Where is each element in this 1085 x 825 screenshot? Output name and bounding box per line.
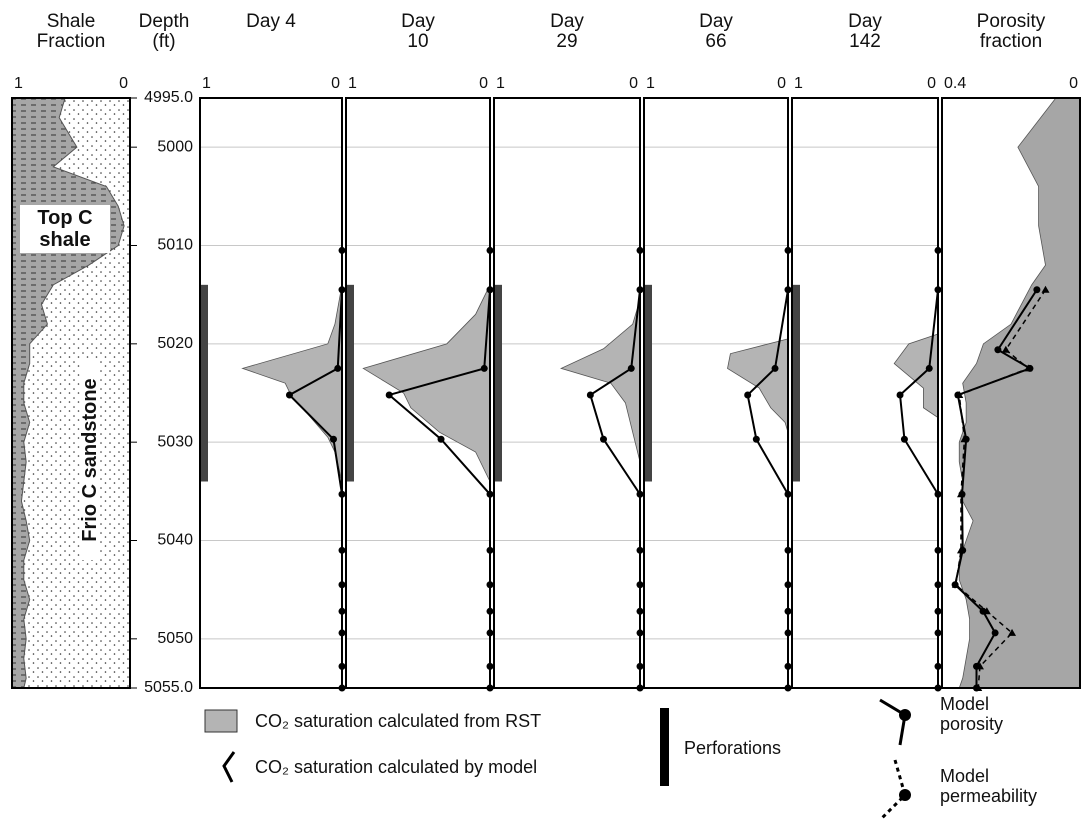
model-point <box>1024 364 1033 372</box>
rst-area <box>241 284 343 482</box>
x-tick-label: 1 <box>348 75 357 92</box>
x-tick-label: 1 <box>794 75 803 92</box>
y-tick-label: 5040 <box>157 532 193 549</box>
y-tick-label: 5050 <box>157 630 193 647</box>
model-point <box>960 435 969 443</box>
panel-frame <box>345 97 491 689</box>
model-line <box>898 250 939 688</box>
x-tick-label: 1 <box>646 75 655 92</box>
model-point <box>900 435 908 443</box>
legend-perforation-icon <box>660 708 669 786</box>
panel-title: Day 29 <box>550 11 584 52</box>
perforation <box>201 284 208 482</box>
legend-label: CO₂ saturation calculated by model <box>255 757 538 777</box>
legend-label: Model porosity <box>940 694 1004 734</box>
annotation: Frio C sandstone <box>79 360 101 560</box>
model-point <box>437 435 445 443</box>
legend-porosity-icon <box>879 698 907 746</box>
model-line <box>954 289 1038 688</box>
rst-area <box>362 284 491 482</box>
panel-frame <box>493 97 641 689</box>
x-tick-label: 1 <box>14 75 23 92</box>
x-tick-label: 1 <box>496 75 505 92</box>
x-tick-label: 0 <box>927 75 936 92</box>
legend-permeability-icon <box>878 759 907 822</box>
perforation <box>645 284 652 482</box>
legend-label: Model permeability <box>940 766 1038 806</box>
perforation <box>793 284 800 482</box>
model-point <box>975 662 984 670</box>
x-tick-label: 0 <box>331 75 340 92</box>
model-point <box>752 435 760 443</box>
rst-area <box>560 299 641 462</box>
model-point <box>1008 628 1017 636</box>
legend-permeability-marker <box>899 789 911 801</box>
legend-swatch <box>204 709 238 733</box>
panel-title: Porosity fraction <box>976 11 1046 52</box>
y-tick-label: 5000 <box>157 138 193 155</box>
model-point <box>1001 345 1010 353</box>
legend-label: CO₂ saturation calculated from RST <box>255 711 542 731</box>
model-point <box>329 435 337 443</box>
y-tick-label: 5020 <box>157 335 193 352</box>
annotation: Top C shale <box>20 205 110 253</box>
model-point <box>1033 286 1041 294</box>
model-point <box>896 391 904 399</box>
x-tick-label: 0 <box>1069 75 1078 92</box>
model-point <box>925 364 933 372</box>
panel-title: Day 142 <box>848 11 882 52</box>
model-point <box>285 391 293 399</box>
model-line <box>287 250 343 688</box>
x-tick-label: 0 <box>479 75 488 92</box>
model-point <box>994 346 1002 354</box>
panel-title: Day 66 <box>699 11 733 52</box>
model-line <box>746 250 789 688</box>
x-tick-label: 1 <box>202 75 211 92</box>
x-tick-label: 0 <box>777 75 786 92</box>
model-line <box>589 250 641 688</box>
y-tick-label: 5055.0 <box>144 679 193 696</box>
panel-title: Depth (ft) <box>138 11 190 52</box>
panel-title: Day 4 <box>246 11 296 32</box>
model-point <box>955 390 964 398</box>
model-point <box>744 391 752 399</box>
model-point <box>951 580 960 588</box>
y-tick-label: 5010 <box>157 237 193 254</box>
porosity-area <box>958 97 1081 689</box>
model-point <box>956 546 965 554</box>
model-point <box>956 490 965 498</box>
x-tick-label: 0.4 <box>944 75 966 92</box>
model-point <box>627 364 635 372</box>
legend-porosity-marker <box>899 709 911 721</box>
x-tick-label: 0 <box>119 75 128 92</box>
perforation <box>495 284 502 482</box>
panel-frame <box>791 97 939 689</box>
panel-frame <box>199 97 343 689</box>
legend-label: Perforations <box>684 738 782 758</box>
y-tick-label: 4995.0 <box>144 89 193 106</box>
y-tick-label: 5030 <box>157 433 193 450</box>
panel-title: Day 10 <box>401 11 435 52</box>
panel-frame <box>11 97 131 689</box>
x-tick-label: 0 <box>629 75 638 92</box>
model-point <box>991 629 999 637</box>
model-point <box>600 435 607 443</box>
model-point <box>334 364 342 372</box>
model-point <box>982 607 991 615</box>
model-point <box>385 391 393 399</box>
perforation <box>347 284 354 482</box>
model-point <box>480 364 488 372</box>
model-point <box>771 364 779 372</box>
model-point <box>1041 285 1050 293</box>
model-point <box>586 391 594 399</box>
panel-title: Shale Fraction <box>36 11 106 52</box>
panel-frame <box>941 97 1081 689</box>
legend-line-icon <box>222 751 236 783</box>
panel-frame <box>643 97 789 689</box>
